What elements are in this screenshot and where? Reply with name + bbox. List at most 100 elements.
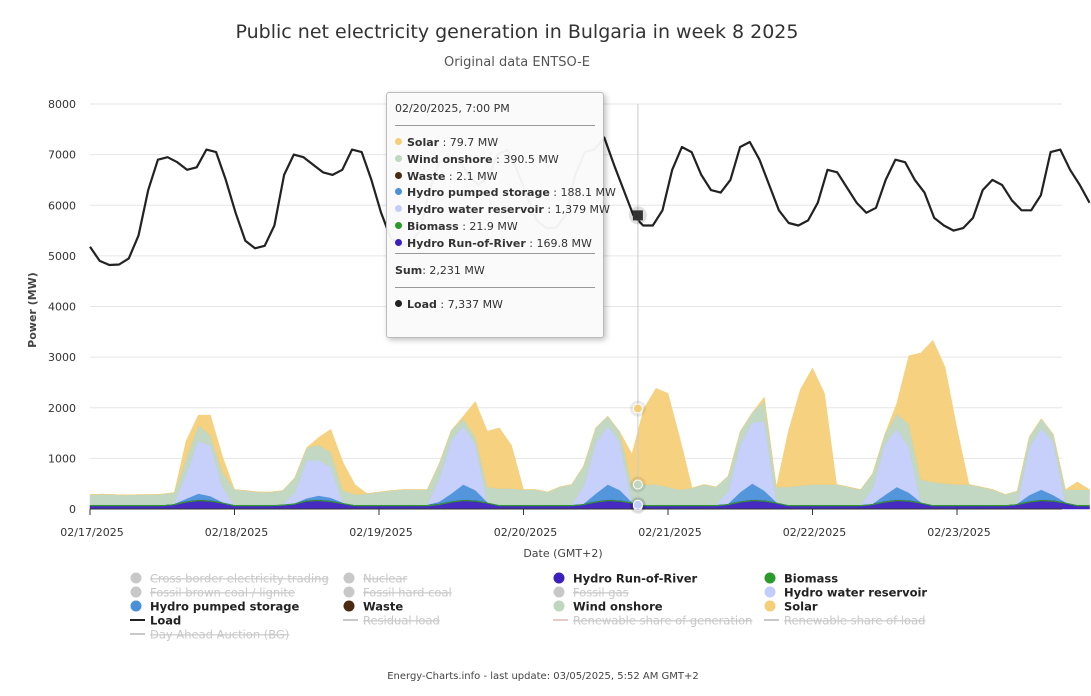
legend-item-nuclear[interactable]: Nuclear <box>343 572 408 586</box>
tooltip-row: Wind onshore : 390.5 MW <box>395 152 595 169</box>
legend-label: Load <box>150 614 181 628</box>
legend-dot-icon <box>553 586 565 598</box>
legend-item-fossil-hard-coal[interactable]: Fossil hard coal <box>343 586 452 600</box>
legend-item-renewable-share-of-generation[interactable]: Renewable share of generation <box>553 614 752 628</box>
legend-item-hydro-water-reservoir[interactable]: Hydro water reservoir <box>764 586 928 600</box>
legend-item-hydro-pumped-storage[interactable]: Hydro pumped storage <box>130 600 300 614</box>
legend-item-residual-load[interactable]: Residual load <box>343 614 440 628</box>
y-tick-label: 6000 <box>48 199 76 212</box>
legend-label: Fossil brown coal / lignite <box>150 586 295 600</box>
tooltip-load-row: Load : 7,337 MW <box>395 297 595 314</box>
tooltip-series-value: : 169.8 MW <box>525 236 592 250</box>
legend-dot-icon <box>130 600 142 612</box>
tooltip-row: Hydro pumped storage : 188.1 MW <box>395 185 616 202</box>
legend-item-cross-border-electricity-trading[interactable]: Cross border electricity trading <box>130 572 329 586</box>
legend-dot-icon <box>130 572 142 584</box>
x-axis: 02/17/2025 02/18/2025 02/19/2025 02/20/2025… <box>60 508 1062 539</box>
legend-dot-icon <box>343 586 355 598</box>
legend-label: Hydro Run-of-River <box>573 572 697 586</box>
load-marker <box>632 210 643 221</box>
legend[interactable]: Cross border electricity trading Nuclear H… <box>130 572 927 642</box>
legend-item-wind-onshore[interactable]: Wind onshore <box>553 600 663 614</box>
legend-item-fossil-gas[interactable]: Fossil gas <box>553 586 629 600</box>
x-tick-label: 02/20/2025 <box>494 526 557 539</box>
tooltip-series-value: : 79.7 MW <box>439 136 499 149</box>
tooltip-row: Solar : 79.7 MW <box>395 135 595 152</box>
tooltip-series-value: : 1,379 MW <box>543 203 610 217</box>
series-dot-icon <box>395 188 402 196</box>
legend-label: Fossil gas <box>573 586 629 600</box>
y-tick-label: 5000 <box>48 250 76 263</box>
tooltip-row: Biomass : 21.9 MW <box>395 219 595 236</box>
legend-label: Nuclear <box>363 572 408 586</box>
y-tick-label: 8000 <box>48 98 76 111</box>
tooltip-series-name: Hydro water reservoir <box>407 203 544 217</box>
tooltip-header: 02/20/2025, 7:00 PM <box>395 102 510 115</box>
tooltip-series-value: : 390.5 MW <box>492 152 559 166</box>
tooltip-divider <box>395 286 595 288</box>
series-marker <box>632 479 643 490</box>
legend-dot-icon <box>764 586 776 598</box>
tooltip-series-name: Wind onshore <box>407 152 493 166</box>
x-tick-label: 02/21/2025 <box>638 526 701 539</box>
tooltip: 02/20/2025, 7:00 PM Solar : 79.7 MW Wind … <box>386 92 616 338</box>
stacked-areas[interactable] <box>89 339 1091 510</box>
legend-label: Cross border electricity trading <box>150 572 329 586</box>
tooltip-divider <box>395 125 595 126</box>
tooltip-series-name: Hydro Run-of-River <box>407 236 526 250</box>
y-axis: 0 1000 2000 3000 4000 5000 6000 7000 8000 <box>48 98 76 516</box>
series-dot-icon <box>395 154 402 162</box>
series-dot-icon <box>395 221 402 229</box>
x-tick-label: 02/19/2025 <box>349 526 412 539</box>
legend-dot-icon <box>343 572 355 584</box>
chart-subtitle: Original data ENTSO-E <box>444 55 590 70</box>
series-dot-icon <box>395 205 402 213</box>
legend-item-hydro-run-of-river[interactable]: Hydro Run-of-River <box>553 572 698 586</box>
legend-item-waste[interactable]: Waste <box>343 600 404 614</box>
series-marker <box>632 403 643 414</box>
tooltip-series-name: Waste <box>407 169 446 183</box>
legend-label: Waste <box>363 600 403 614</box>
legend-item-solar[interactable]: Solar <box>764 600 818 614</box>
load-dot-icon <box>395 299 402 307</box>
legend-label: Fossil hard coal <box>363 586 452 600</box>
y-tick-label: 3000 <box>48 351 76 364</box>
legend-dot-icon <box>130 586 142 598</box>
legend-item-biomass[interactable]: Biomass <box>764 572 839 586</box>
tooltip-rows: Solar : 79.7 MW Wind onshore : 390.5 MW Wa… <box>395 135 616 253</box>
y-tick-label: 4000 <box>48 301 76 314</box>
legend-item-fossil-brown-coal-lignite[interactable]: Fossil brown coal / lignite <box>130 586 295 600</box>
series-dot-icon <box>395 171 402 179</box>
legend-dot-icon <box>553 600 565 612</box>
x-tick-label: 02/17/2025 <box>60 526 123 539</box>
tooltip-series-value: : 2.1 MW <box>445 169 498 183</box>
legend-label: Renewable share of load <box>784 614 925 628</box>
tooltip-divider <box>395 252 595 254</box>
legend-dot-icon <box>553 572 565 584</box>
tooltip-series-name: Solar <box>407 136 440 149</box>
tooltip-series-value: : 21.9 MW <box>458 219 518 233</box>
series-dot-icon <box>395 138 402 145</box>
legend-item-day-ahead-auction-bg-[interactable]: Day Ahead Auction (BG) <box>130 628 289 642</box>
legend-label: Renewable share of generation <box>573 614 752 628</box>
y-tick-label: 0 <box>69 503 76 516</box>
legend-item-load[interactable]: Load <box>130 614 181 628</box>
credit-text: Energy-Charts.info - last update: 03/05/… <box>387 671 699 682</box>
chart-title: Public net electricity generation in Bul… <box>236 21 799 43</box>
legend-item-renewable-share-of-load[interactable]: Renewable share of load <box>764 614 925 628</box>
legend-label: Wind onshore <box>573 600 663 614</box>
tooltip-series-value: : 188.1 MW <box>549 186 616 200</box>
legend-label: Solar <box>784 600 818 614</box>
legend-label: Hydro pumped storage <box>150 600 300 614</box>
area-solar[interactable] <box>89 339 1091 496</box>
hover-markers <box>628 104 647 514</box>
x-axis-label: Date (GMT+2) <box>523 547 602 560</box>
y-axis-label: Power (MW) <box>26 272 39 348</box>
legend-label: Residual load <box>363 614 440 628</box>
tooltip-row: Hydro water reservoir : 1,379 MW <box>395 202 610 219</box>
x-tick-label: 02/23/2025 <box>927 526 990 539</box>
legend-label: Day Ahead Auction (BG) <box>150 628 289 642</box>
legend-label: Biomass <box>784 572 838 586</box>
legend-dot-icon <box>764 572 776 584</box>
